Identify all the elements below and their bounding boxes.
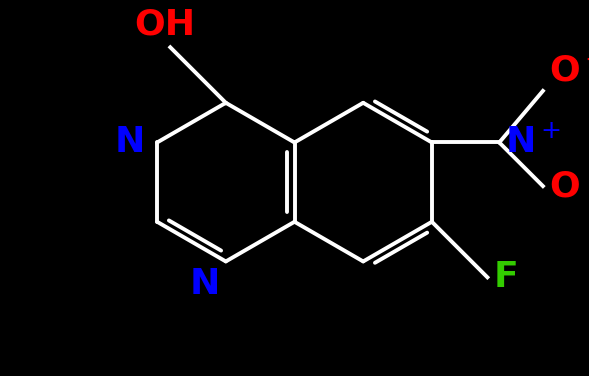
Text: O$^-$: O$^-$ (549, 54, 589, 88)
Text: N$^+$: N$^+$ (505, 125, 561, 160)
Text: N: N (190, 267, 220, 301)
Text: OH: OH (134, 8, 195, 41)
Text: F: F (493, 260, 518, 294)
Text: O: O (549, 169, 580, 203)
Text: N: N (115, 126, 145, 159)
